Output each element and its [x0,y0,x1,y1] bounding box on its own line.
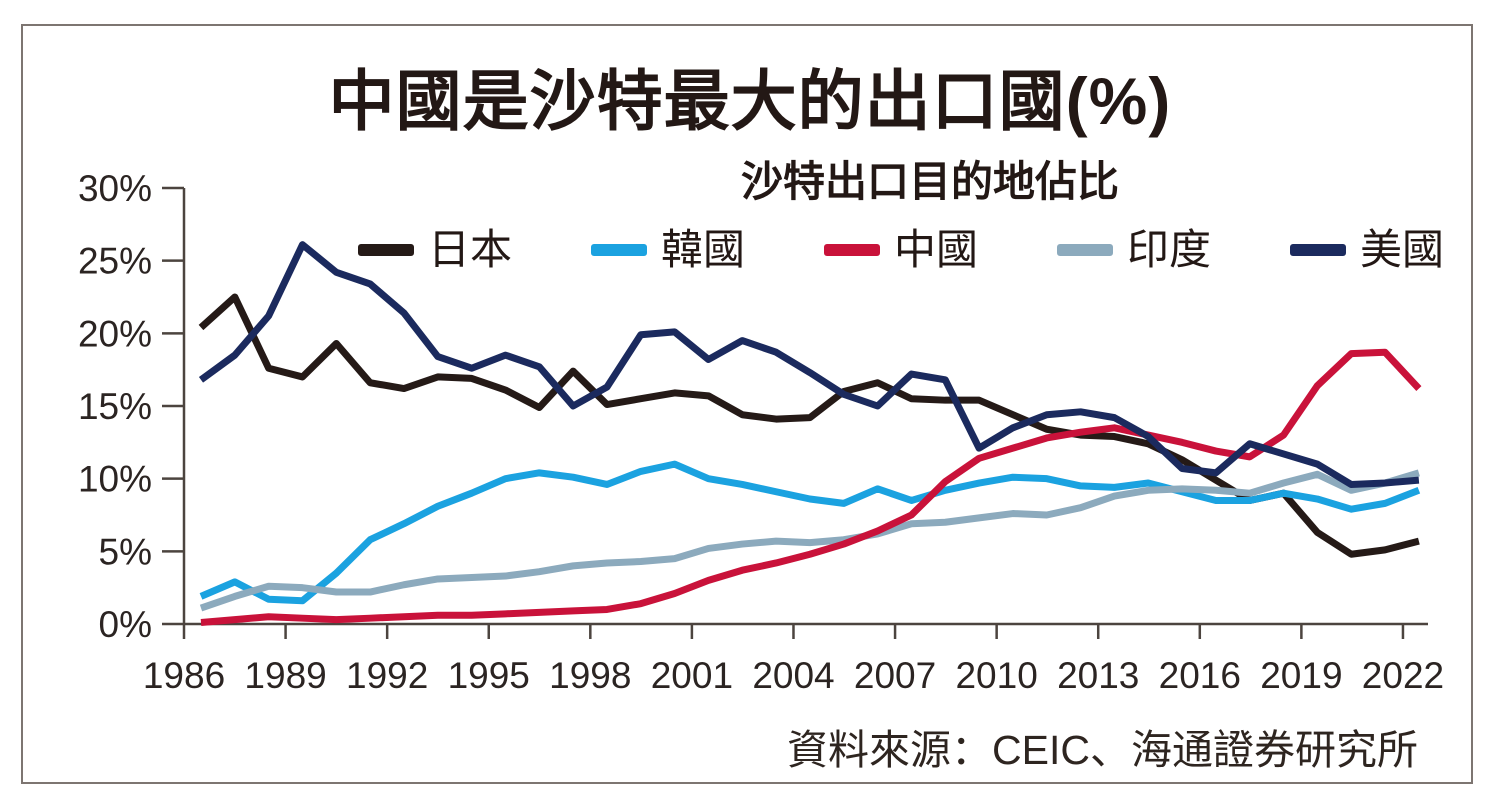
legend-item-usa: 美國 [1289,226,1444,273]
svg-text:2001: 2001 [651,655,733,696]
svg-text:1995: 1995 [448,655,530,696]
svg-text:2010: 2010 [955,655,1037,696]
svg-text:25%: 25% [78,241,152,282]
svg-text:1986: 1986 [143,655,225,696]
chart-legend: 日本 韓國 中國 印度 美國 [358,222,1444,278]
svg-text:20%: 20% [78,313,152,354]
svg-text:5%: 5% [99,531,152,572]
legend-swatch-china-icon [823,244,880,256]
svg-text:30%: 30% [78,168,152,209]
svg-text:2016: 2016 [1159,655,1241,696]
svg-text:1992: 1992 [346,655,428,696]
svg-text:0%: 0% [99,604,152,645]
svg-text:2004: 2004 [752,655,834,696]
legend-label-china: 中國 [893,226,978,273]
legend-item-india: 印度 [1056,226,1211,273]
svg-text:2013: 2013 [1057,655,1139,696]
legend-label-india: 印度 [1126,226,1211,273]
svg-text:1989: 1989 [244,655,326,696]
legend-swatch-korea-icon [590,244,647,256]
legend-swatch-japan-icon [358,244,414,256]
data-source-note: 資料來源：CEIC、海通證券研究所 [787,727,1418,773]
legend-item-china: 中國 [823,226,978,273]
chart-border-frame [21,24,1473,784]
chart-title: 中國是沙特最大的出口國(%) [328,64,1172,138]
legend-label-korea: 韓國 [660,226,745,273]
legend-item-japan: 日本 [358,229,512,271]
legend-swatch-india-icon [1056,244,1113,256]
chart-subtitle: 沙特出口目的地佔比 [740,158,1119,205]
svg-text:10%: 10% [78,459,152,500]
svg-text:1998: 1998 [549,655,631,696]
svg-text:2007: 2007 [854,655,936,696]
legend-item-korea: 韓國 [590,226,745,273]
svg-text:2022: 2022 [1362,655,1444,696]
svg-text:2019: 2019 [1260,655,1342,696]
legend-label-japan: 日本 [428,226,513,273]
legend-label-usa: 美國 [1359,226,1444,273]
svg-text:15%: 15% [78,386,152,427]
legend-swatch-usa-icon [1289,244,1346,256]
